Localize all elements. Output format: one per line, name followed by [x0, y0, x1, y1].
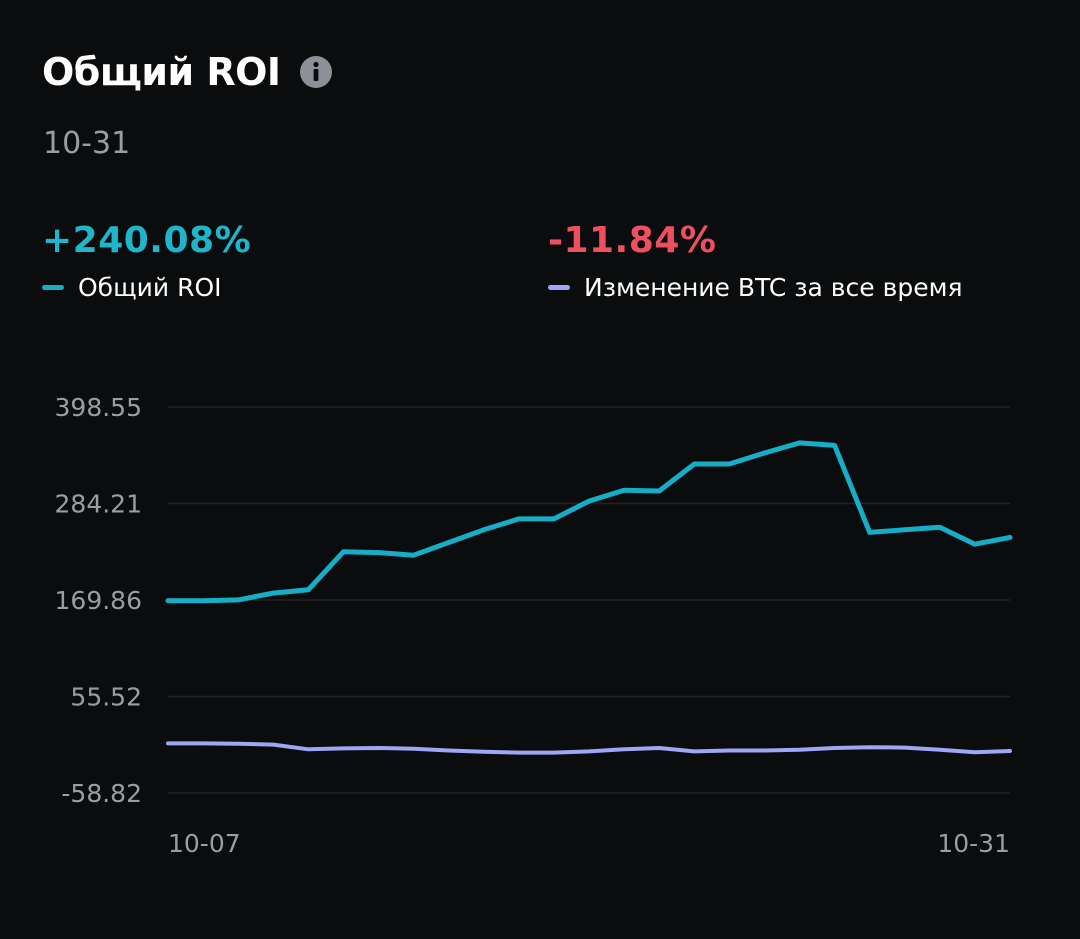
legend-total-roi: Общий ROI [42, 273, 251, 302]
legend-btc-change: Изменение BTC за все время [548, 273, 963, 302]
x-axis-ticks: 10-07 10-31 [168, 829, 1010, 858]
current-date: 10-31 [43, 126, 131, 161]
y-tick-label: 55.52 [70, 683, 142, 712]
y-tick-label: 398.55 [55, 393, 142, 422]
y-tick-label: 284.21 [55, 489, 142, 518]
legend-label-roi: Общий ROI [78, 273, 222, 302]
grid-lines [168, 406, 1010, 794]
y-tick-label: 169.86 [55, 586, 142, 615]
stat-total-roi: +240.08% Общий ROI [42, 220, 251, 302]
x-tick-label: 10-31 [937, 829, 1010, 858]
page-title: Общий ROI [42, 50, 281, 94]
stat-btc-change: -11.84% Изменение BTC за все время [548, 220, 963, 302]
stat-btc-change-value: -11.84% [548, 220, 717, 261]
stat-total-roi-value: +240.08% [42, 220, 252, 261]
y-axis-ticks: 398.55 284.21 169.86 55.52 -58.82 [55, 393, 142, 808]
series-lines [165, 440, 1013, 755]
info-circle-icon[interactable] [299, 55, 333, 89]
legend-swatch-btc [548, 285, 570, 290]
series-line-total-roi [165, 440, 1013, 604]
series-line-btc-change [166, 741, 1012, 755]
title-row: Общий ROI [42, 50, 333, 94]
legend-swatch-roi [42, 285, 64, 290]
y-tick-label: -58.82 [61, 779, 142, 808]
legend-label-btc: Изменение BTC за все время [584, 273, 963, 302]
x-tick-label: 10-07 [168, 829, 241, 858]
